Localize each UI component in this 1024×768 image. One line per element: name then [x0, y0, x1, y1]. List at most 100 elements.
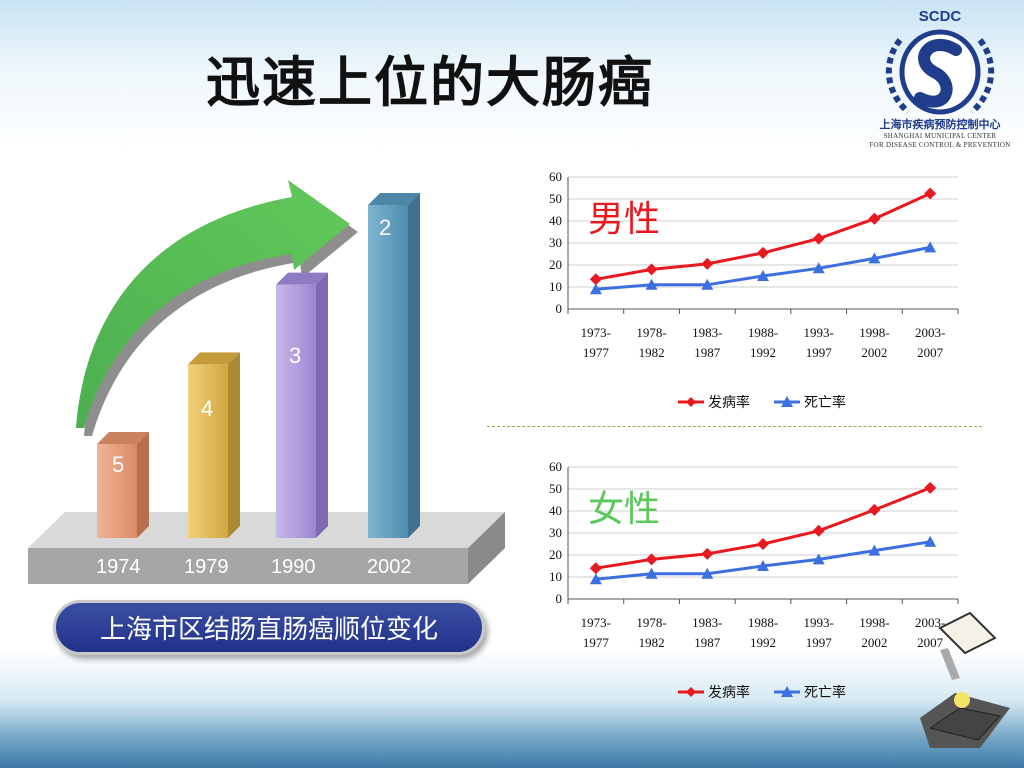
x-tick-label: 1973-	[581, 325, 611, 340]
x-tick-label: 2003-	[915, 325, 945, 340]
data-point	[589, 573, 602, 585]
y-tick-label: 0	[556, 591, 563, 606]
x-tick-label: 1982	[639, 635, 665, 650]
data-point	[868, 503, 881, 516]
logo-name-en-2: FOR DISEASE CONTROL & PREVENTION	[869, 141, 1011, 149]
y-tick-label: 20	[549, 257, 562, 272]
female-chart-title: 女性	[588, 489, 661, 530]
x-tick-label: 1988-	[748, 325, 778, 340]
x-tick-label: 1987	[694, 635, 721, 650]
bar-top	[97, 432, 149, 444]
bar	[276, 284, 316, 538]
x-tick-label: 1988-	[748, 615, 778, 630]
x-tick-label: 1978-	[636, 615, 666, 630]
x-tick-label: 1982	[639, 345, 665, 360]
data-point	[924, 535, 937, 547]
chart-caption: 上海市区结肠直肠癌顺位变化	[53, 600, 485, 655]
data-point	[757, 538, 769, 550]
bar-value-label: 5	[112, 452, 125, 477]
legend-label: 死亡率	[804, 394, 846, 411]
x-tick-label: 1977	[583, 635, 610, 650]
data-point	[757, 246, 769, 259]
scdc-logo: SCDC 上海市疾病预防控制中心 SHANGHAI MUNICIPAL CENT…	[860, 8, 1020, 153]
female-line-chart: 0 10 20 30 40 50 60 1973- 1977 1978- 1982 1983- 1987…	[549, 459, 959, 701]
legend-marker	[686, 397, 696, 407]
y-tick-label: 40	[549, 213, 562, 228]
platform-side	[468, 512, 505, 584]
x-tick-label: 1992	[750, 345, 776, 360]
male-chart-title: 男性	[588, 199, 661, 240]
bar	[97, 444, 137, 538]
x-tick-label: 1998-	[859, 615, 889, 630]
data-point	[757, 560, 769, 571]
decorative-scroll-icon	[920, 611, 1010, 748]
y-tick-label: 50	[549, 481, 562, 496]
bar-year-label: 2002	[367, 556, 412, 578]
y-tick-label: 20	[549, 547, 562, 562]
bar-year-label: 1974	[96, 556, 141, 578]
legend-label: 发病率	[708, 684, 750, 701]
data-point	[645, 263, 658, 276]
data-point	[812, 232, 825, 245]
x-tick-label: 2002	[861, 345, 887, 360]
data-point	[924, 481, 937, 494]
data-point	[924, 187, 937, 200]
x-tick-label: 1992	[750, 635, 776, 650]
logo-abbr: SCDC	[918, 8, 962, 25]
section-divider	[487, 426, 982, 427]
x-tick-label: 1998-	[859, 325, 889, 340]
platform-front	[28, 548, 468, 584]
x-tick-label: 2003-	[915, 615, 945, 630]
data-point	[701, 257, 714, 270]
y-tick-label: 0	[556, 301, 563, 316]
male-line-chart: 0 10 20 30 40 50 60 1973- 1977 1978- 1982 1983- 1987…	[549, 169, 959, 411]
bar-year-label: 1990	[271, 556, 316, 578]
bar-top	[368, 193, 420, 205]
laurel-emblem-icon	[885, 29, 995, 115]
x-tick-label: 1993-	[804, 325, 834, 340]
bar-top	[188, 352, 240, 365]
y-tick-label: 50	[549, 191, 562, 206]
bar	[188, 364, 228, 538]
x-tick-label: 1983-	[692, 325, 722, 340]
data-point	[701, 567, 714, 579]
data-point	[589, 562, 602, 575]
data-point	[812, 553, 825, 565]
x-tick-label: 1997	[806, 635, 833, 650]
data-point	[757, 270, 769, 281]
x-tick-label: 1987	[694, 345, 721, 360]
data-point	[645, 278, 658, 290]
x-tick-label: 1983-	[692, 615, 722, 630]
x-tick-label: 1978-	[636, 325, 666, 340]
y-tick-label: 60	[549, 169, 562, 184]
bars-group	[97, 193, 420, 538]
bar-value-label: 4	[201, 396, 214, 421]
y-tick-label: 10	[549, 569, 562, 584]
y-tick-label: 60	[549, 459, 562, 474]
data-point	[868, 544, 881, 556]
x-tick-label: 2007	[917, 635, 944, 650]
data-point	[868, 252, 881, 264]
rank-bar-chart	[28, 180, 505, 584]
bar-side	[137, 432, 149, 538]
bar-value-label: 3	[289, 343, 302, 368]
x-tick-label: 1997	[806, 345, 833, 360]
y-tick-label: 30	[549, 525, 562, 540]
x-tick-label: 2007	[917, 345, 944, 360]
slide-title: 迅速上位的大肠癌	[206, 51, 654, 114]
bar-value-label: 2	[379, 215, 392, 240]
data-point	[812, 524, 825, 537]
bar-side	[408, 193, 420, 538]
logo-name-cn: 上海市疾病预防控制中心	[879, 118, 1001, 131]
data-point	[645, 567, 658, 579]
data-point	[701, 547, 714, 560]
data-point	[812, 262, 825, 274]
legend-label: 死亡率	[804, 684, 846, 701]
data-point	[589, 283, 602, 295]
data-point	[589, 273, 602, 286]
legend-marker	[686, 687, 696, 697]
y-tick-label: 30	[549, 235, 562, 250]
bar-side	[316, 272, 328, 538]
legend-marker	[781, 396, 793, 407]
bar-year-label: 1979	[184, 556, 229, 578]
